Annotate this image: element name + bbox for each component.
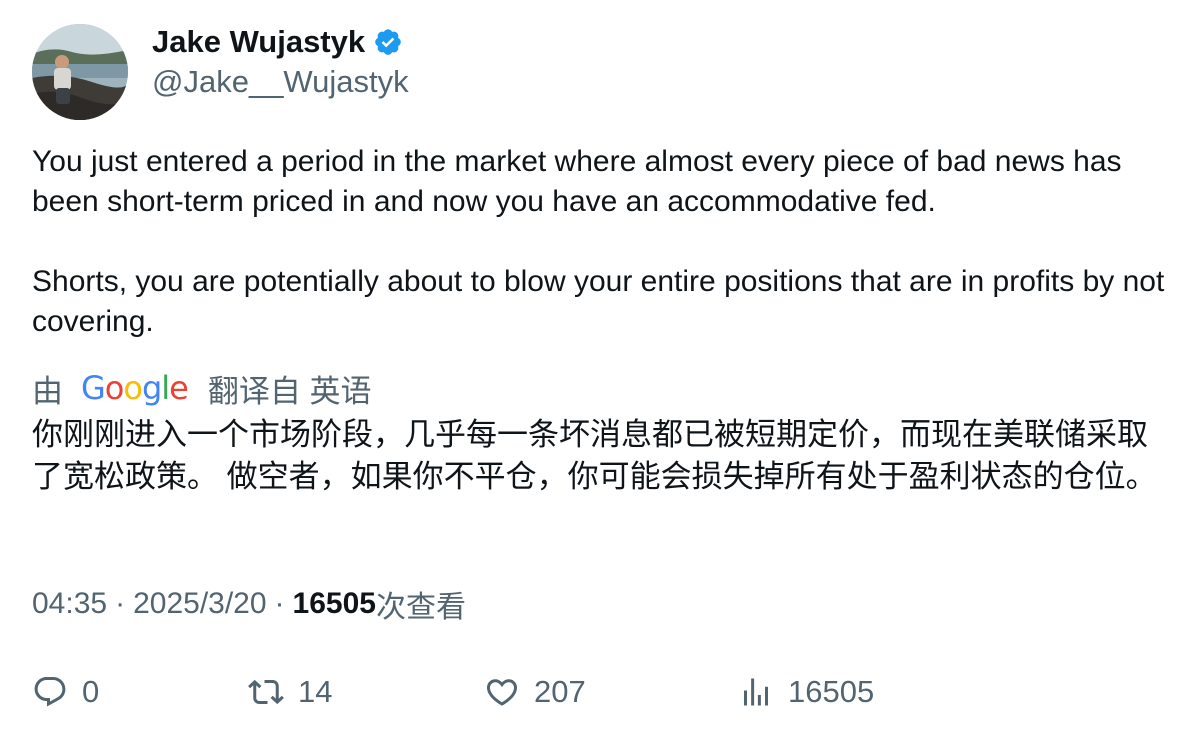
tweet-text: You just entered a period in the market … bbox=[32, 145, 1165, 338]
like-button[interactable]: 207 bbox=[484, 668, 586, 716]
reply-button[interactable]: 0 bbox=[32, 668, 99, 716]
translation-attribution: 由 Google 翻译自 英语 bbox=[32, 366, 371, 410]
name-row: Jake Wujastyk bbox=[152, 20, 409, 64]
meta-separator: · bbox=[274, 587, 285, 620]
retweet-icon bbox=[248, 679, 284, 705]
avatar[interactable] bbox=[32, 24, 128, 120]
action-bar: 0 14 207 16505 bbox=[32, 668, 1172, 716]
retweet-count: 14 bbox=[298, 674, 333, 709]
tweet-meta: 04:35 · 2025/3/20 · 16505 次查看 bbox=[32, 584, 466, 624]
translated-text: 你刚刚进入一个市场阶段，几乎每一条坏消息都已被短期定价，而现在美联储采取了宽松政… bbox=[32, 417, 1157, 494]
analytics-icon bbox=[744, 678, 768, 706]
views-action-count: 16505 bbox=[788, 674, 875, 709]
google-logo: Google bbox=[81, 369, 189, 407]
heart-icon bbox=[486, 679, 518, 706]
views-count: 16505 bbox=[292, 587, 376, 620]
retweet-button[interactable]: 14 bbox=[248, 668, 332, 716]
views-button[interactable]: 16505 bbox=[738, 668, 874, 716]
translation-suffix: 翻译自 英语 bbox=[207, 373, 372, 409]
tweet-date[interactable]: 2025/3/20 bbox=[133, 587, 267, 620]
meta-separator: · bbox=[115, 587, 126, 620]
like-count: 207 bbox=[534, 674, 586, 709]
views-label: 次查看 bbox=[375, 591, 466, 624]
handle[interactable]: @Jake__Wujastyk bbox=[152, 64, 409, 99]
verified-badge-icon bbox=[373, 27, 403, 57]
reply-icon bbox=[34, 677, 66, 707]
author-block: Jake Wujastyk @Jake__Wujastyk bbox=[152, 20, 409, 100]
tweet-time[interactable]: 04:35 bbox=[32, 587, 108, 620]
display-name[interactable]: Jake Wujastyk bbox=[152, 24, 366, 59]
translation-prefix: 由 bbox=[32, 373, 63, 409]
avatar-photo bbox=[32, 24, 128, 120]
reply-count: 0 bbox=[82, 674, 100, 709]
